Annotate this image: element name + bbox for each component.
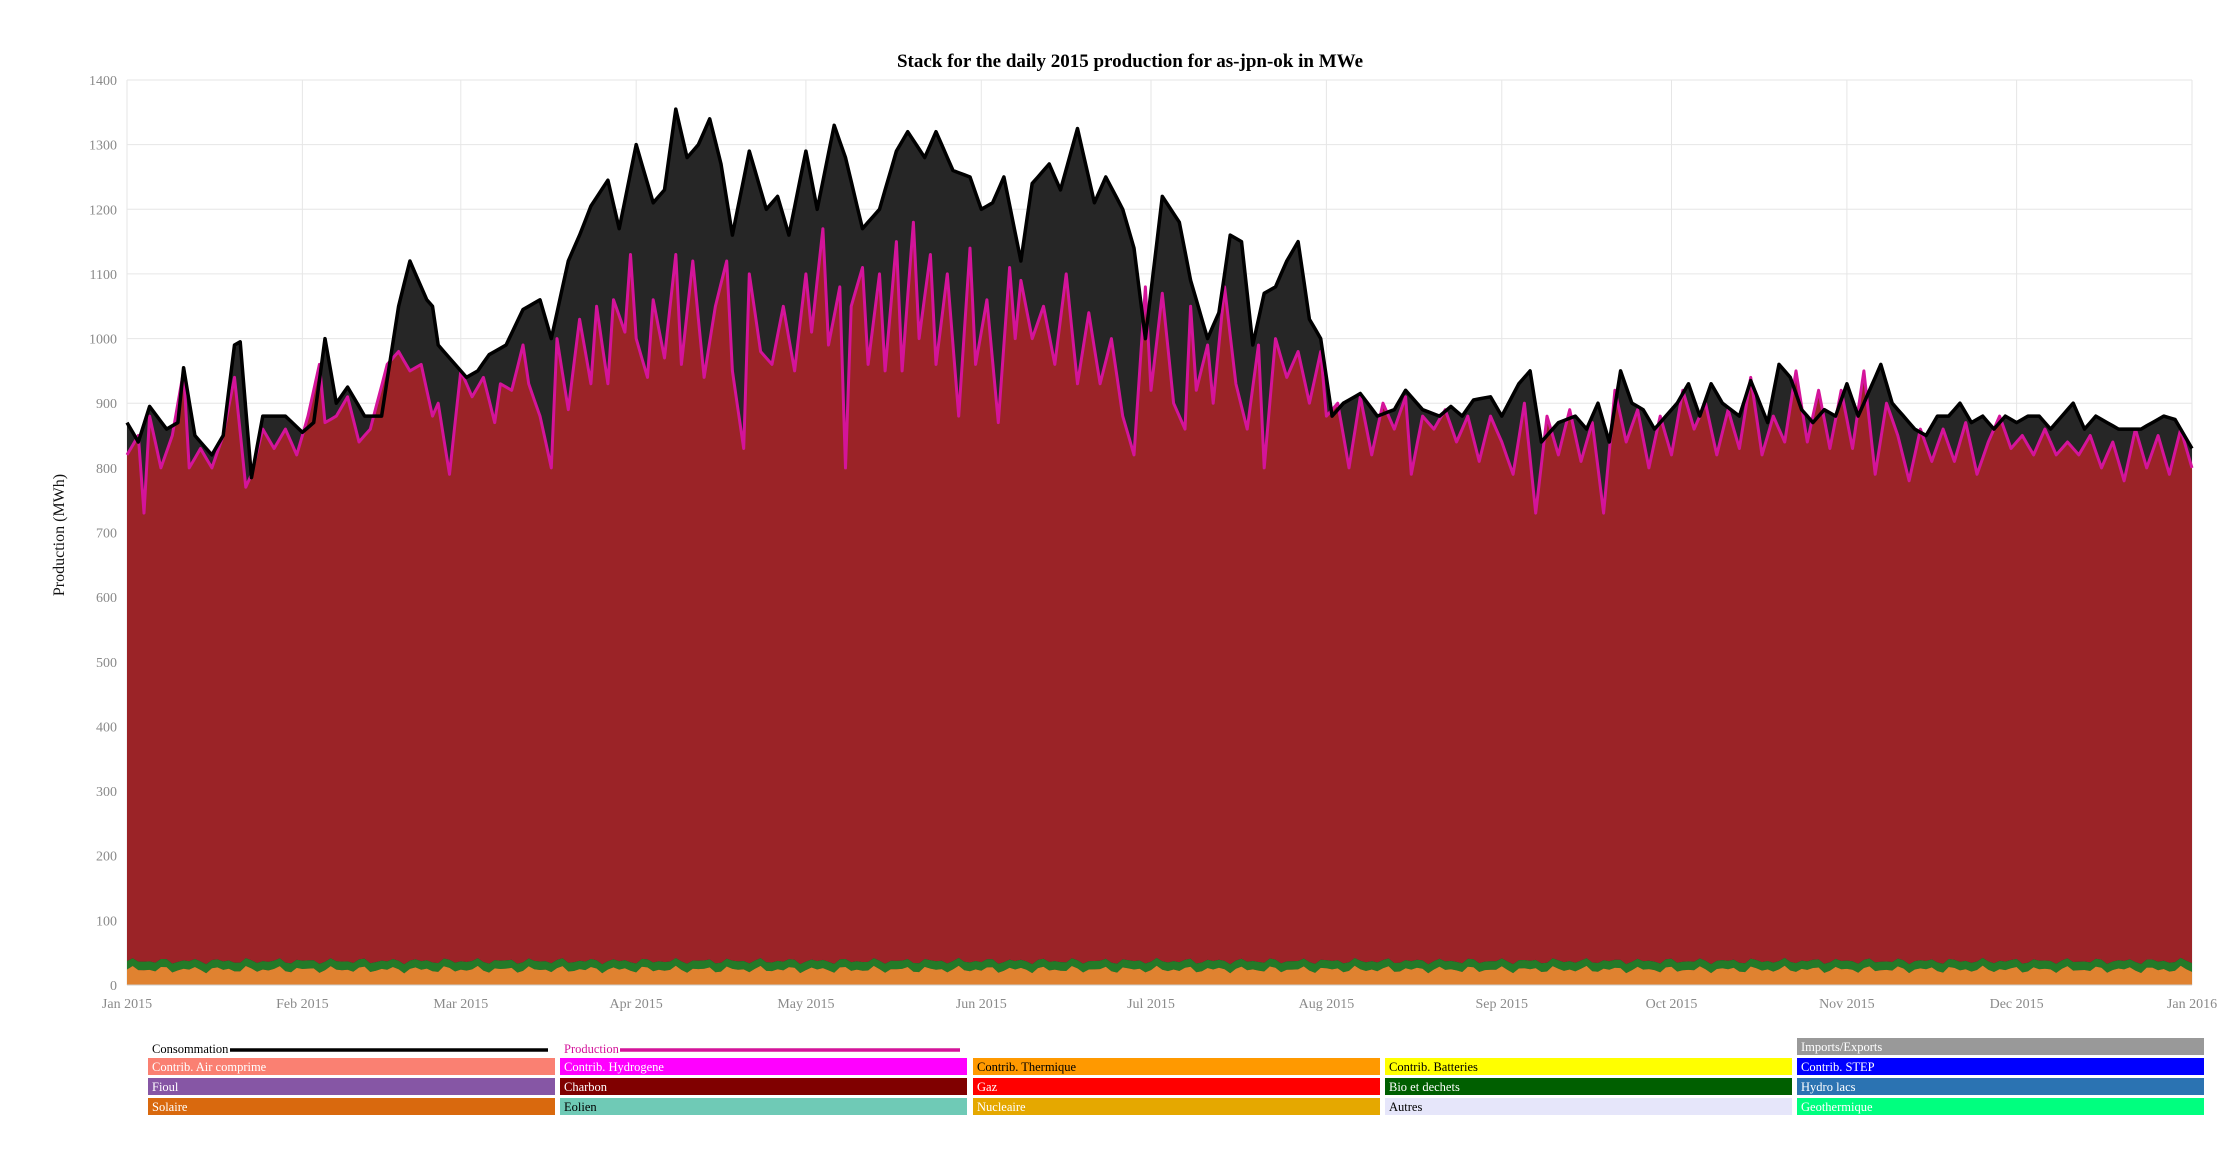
y-tick-label: 800: [96, 462, 117, 477]
legend-swatch-solaire: [148, 1098, 555, 1115]
x-tick-label: Dec 2015: [1990, 997, 2044, 1012]
legend-swatch-hydro-lacs: [1797, 1078, 2204, 1095]
y-tick-label: 1200: [89, 203, 117, 218]
x-tick-label: Feb 2015: [276, 997, 329, 1012]
legend-label-contrib-batteries: Contrib. Batteries: [1389, 1060, 1478, 1074]
stacked-areas: [127, 109, 2192, 986]
legend-swatch-gaz: [973, 1078, 1380, 1095]
bio-et-dechets-area: [127, 957, 2192, 974]
legend-consommation-label: Consommation: [152, 1042, 229, 1056]
y-tick-label: 300: [96, 785, 117, 800]
legend-swatch-autres: [1385, 1098, 1792, 1115]
x-tick-label: Aug 2015: [1299, 997, 1355, 1012]
x-tick-label: Nov 2015: [1819, 997, 1875, 1012]
x-tick-label: Mar 2015: [433, 997, 488, 1012]
y-tick-label: 200: [96, 850, 117, 865]
legend-swatch-charbon: [560, 1078, 967, 1095]
legend-label-charbon: Charbon: [564, 1080, 608, 1094]
legend-label-solaire: Solaire: [152, 1100, 188, 1114]
legend-label-contrib-thermique: Contrib. Thermique: [977, 1060, 1077, 1074]
legend-swatch-imports-exports: [1797, 1038, 2204, 1055]
legend: Consommation Production Imports/Exports Con…: [148, 1038, 2204, 1115]
y-tick-label: 400: [96, 720, 117, 735]
legend-label-nucleaire: Nucleaire: [977, 1100, 1026, 1114]
x-tick-label: May 2015: [777, 997, 834, 1012]
legend-swatch-contrib-thermique: [973, 1058, 1380, 1075]
legend-label-bio-et-dechets: Bio et dechets: [1389, 1080, 1460, 1094]
series-lines: [125, 107, 2194, 515]
x-tick-label: Jun 2015: [956, 997, 1007, 1012]
legend-label-autres: Autres: [1389, 1100, 1422, 1114]
gaz-area: [127, 222, 2192, 965]
y-tick-label: 1100: [90, 268, 117, 283]
legend-swatch-eolien: [560, 1098, 967, 1115]
axes: 0 100 200 300 400 500 600 700 800 900 1000 1100 1200…: [89, 74, 2217, 1012]
legend-label-contrib-step: Contrib. STEP: [1801, 1060, 1875, 1074]
legend-label-imports-exports: Imports/Exports: [1801, 1040, 1882, 1054]
x-tick-label: Apr 2015: [610, 997, 663, 1012]
legend-swatch-contrib-air-comprime: [148, 1058, 555, 1075]
legend-swatch-contrib-batteries: [1385, 1058, 1792, 1075]
y-tick-label: 1400: [89, 74, 117, 89]
legend-production-label: Production: [564, 1042, 620, 1056]
y-tick-label: 600: [96, 591, 117, 606]
x-tick-label: Jul 2015: [1127, 997, 1175, 1012]
x-tick-label: Sep 2015: [1476, 997, 1529, 1012]
legend-swatch-contrib-hydrogene: [560, 1058, 967, 1075]
legend-label-gaz: Gaz: [977, 1080, 998, 1094]
legend-label-eolien: Eolien: [564, 1100, 597, 1114]
x-tick-label: Jan 2015: [102, 997, 152, 1012]
y-tick-label: 1300: [89, 139, 117, 154]
y-axis-title: Production (MWh): [51, 474, 68, 596]
legend-swatch-geothermique: [1797, 1098, 2204, 1115]
legend-label-hydro-lacs: Hydro lacs: [1801, 1080, 1856, 1094]
consommation-line: [125, 107, 2194, 480]
legend-swatch-bio-et-dechets: [1385, 1078, 1792, 1095]
y-tick-label: 100: [96, 914, 117, 929]
legend-swatch-fioul: [148, 1078, 555, 1095]
legend-label-geothermique: Geothermique: [1801, 1100, 1873, 1114]
chart-title: Stack for the daily 2015 production for …: [897, 51, 1363, 72]
y-tick-label: 0: [110, 979, 117, 994]
legend-swatch-nucleaire: [973, 1098, 1380, 1115]
x-tick-label: Jan 2016: [2167, 997, 2217, 1012]
y-tick-label: 900: [96, 397, 117, 412]
y-tick-label: 500: [96, 656, 117, 671]
legend-label-fioul: Fioul: [152, 1080, 179, 1094]
legend-label-contrib-hydrogene: Contrib. Hydrogene: [564, 1060, 664, 1074]
production-line: [125, 220, 2194, 515]
x-tick-label: Oct 2015: [1646, 997, 1698, 1012]
y-tick-label: 700: [96, 527, 117, 542]
solaire-area: [127, 965, 2192, 985]
legend-label-contrib-air-comprime: Contrib. Air comprime: [152, 1060, 267, 1074]
y-tick-label: 1000: [89, 333, 117, 348]
legend-swatch-contrib-step: [1797, 1058, 2204, 1075]
